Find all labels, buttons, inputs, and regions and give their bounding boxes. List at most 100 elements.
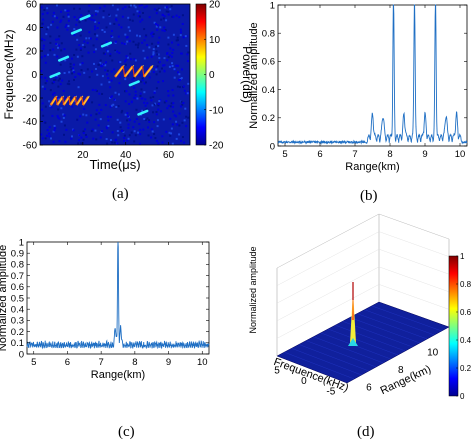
noise-pixel	[57, 98, 60, 101]
noise-pixel	[77, 142, 80, 145]
noise-pixel	[168, 65, 171, 68]
noise-pixel	[95, 113, 98, 116]
noise-pixel	[57, 85, 60, 88]
noise-pixel	[153, 21, 156, 24]
noise-pixel	[42, 47, 45, 50]
noise-pixel	[57, 38, 60, 41]
caption-c: (c)	[118, 424, 135, 440]
noise-pixel	[124, 100, 127, 103]
noise-pixel	[146, 43, 149, 46]
noise-pixel	[58, 44, 61, 47]
noise-pixel	[134, 43, 137, 46]
noise-pixel	[178, 78, 181, 81]
noise-pixel	[88, 17, 91, 20]
noise-pixel	[160, 110, 163, 113]
noise-pixel	[140, 80, 143, 83]
noise-pixel	[106, 50, 109, 53]
noise-pixel	[163, 70, 166, 73]
freq-tick-label: -5	[326, 386, 335, 397]
noise-pixel	[113, 68, 116, 71]
noise-pixel	[124, 63, 127, 66]
noise-pixel	[117, 93, 120, 96]
noise-pixel	[138, 15, 141, 18]
colorbar-tick-label: -20	[209, 141, 224, 152]
noise-pixel	[172, 94, 175, 97]
noise-pixel	[144, 98, 147, 101]
noise-pixel	[178, 112, 181, 115]
noise-pixel	[45, 33, 48, 36]
noise-pixel	[179, 34, 182, 37]
noise-pixel	[94, 20, 97, 23]
noise-pixel	[135, 108, 138, 111]
noise-pixel	[89, 37, 92, 40]
noise-pixel	[104, 64, 107, 67]
noise-pixel	[41, 37, 44, 40]
noise-pixel	[62, 15, 65, 18]
noise-pixel	[102, 63, 105, 66]
noise-pixel	[126, 35, 129, 38]
noise-pixel	[64, 25, 67, 28]
noise-pixel	[119, 121, 122, 124]
noise-pixel	[71, 72, 74, 75]
noise-pixel	[109, 139, 112, 142]
noise-pixel	[128, 134, 131, 137]
noise-pixel	[157, 61, 160, 64]
noise-pixel	[136, 97, 139, 100]
noise-pixel	[143, 57, 146, 60]
noise-pixel	[49, 137, 52, 140]
noise-pixel	[44, 82, 47, 85]
noise-pixel	[40, 76, 43, 79]
noise-pixel	[41, 108, 44, 111]
noise-pixel	[124, 6, 127, 9]
noise-pixel	[183, 119, 186, 122]
noise-pixel	[117, 105, 120, 108]
noise-pixel	[139, 128, 142, 131]
noise-pixel	[121, 130, 124, 133]
noise-pixel	[54, 78, 57, 81]
noise-pixel	[63, 72, 66, 75]
noise-pixel	[169, 117, 172, 120]
noise-pixel	[79, 47, 82, 50]
mesh-line	[371, 305, 442, 332]
noise-pixel	[78, 73, 81, 76]
noise-pixel	[126, 139, 129, 142]
noise-pixel	[102, 10, 105, 13]
noise-pixel	[66, 28, 69, 31]
noise-pixel	[169, 105, 172, 108]
noise-pixel	[94, 25, 97, 28]
noise-pixel	[73, 71, 76, 74]
noise-pixel	[155, 68, 158, 71]
noise-pixel	[81, 55, 84, 58]
noise-pixel	[82, 138, 85, 141]
noise-pixel	[40, 133, 43, 136]
noise-pixel	[167, 56, 170, 59]
noise-pixel	[107, 115, 110, 118]
freq-tick-label: 0	[301, 376, 307, 387]
noise-pixel	[160, 67, 163, 70]
noise-pixel	[81, 62, 84, 65]
noise-pixel	[115, 18, 118, 21]
noise-pixel	[88, 37, 91, 40]
b-y-axis-label: Normalized amplitude	[248, 22, 260, 128]
noise-pixel	[98, 112, 101, 115]
noise-pixel	[109, 22, 112, 25]
noise-pixel	[53, 91, 56, 94]
chirp-train-0-highlight-3	[144, 64, 154, 77]
grid-line-left-wall	[276, 231, 380, 286]
noise-pixel	[46, 134, 49, 137]
noise-pixel	[146, 117, 149, 120]
noise-pixel	[167, 10, 170, 13]
noise-pixel	[147, 134, 150, 137]
colorbar-tick-label: -10	[209, 105, 224, 116]
noise-pixel	[144, 118, 147, 121]
noise-pixel	[133, 120, 136, 123]
noise-pixel	[165, 10, 168, 13]
noise-pixel	[99, 6, 102, 9]
noise-pixel	[163, 26, 166, 29]
noise-pixel	[110, 104, 113, 107]
noise-pixel	[114, 49, 117, 52]
noise-pixel	[114, 91, 117, 94]
noise-pixel	[94, 129, 97, 132]
noise-pixel	[142, 12, 145, 15]
noise-pixel	[180, 31, 183, 34]
